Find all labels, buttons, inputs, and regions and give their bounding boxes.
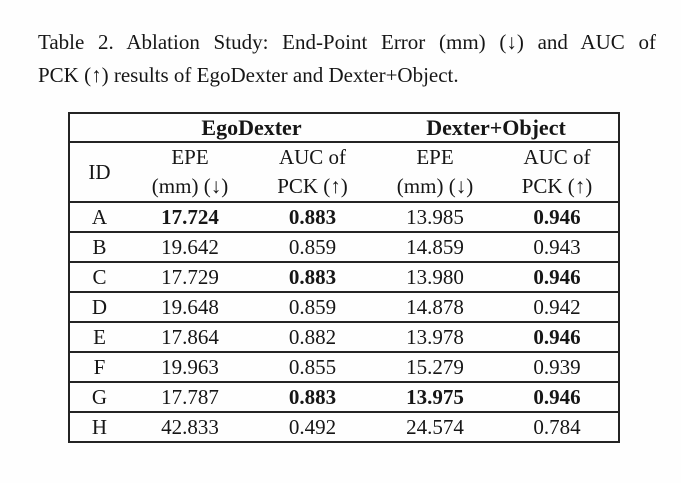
group-header-row: EgoDexter Dexter+Object [69,113,620,143]
cell-dexterobject-auc: 0.946 [496,382,620,413]
cell-dexterobject-epe: 13.975 [374,382,496,413]
table-row: C 17.729 0.883 13.980 0.946 [69,262,620,293]
cell-dexterobject-auc: 0.784 [533,414,581,439]
cell-egodexter-auc: 0.883 [251,382,374,413]
subheader-egodexter-epe: EPE (mm) (↓) [129,142,251,203]
subheader-line: (mm) (↓) [151,174,229,198]
table-row: B 19.642 0.859 14.859 0.943 [69,232,620,263]
subheader-line: PCK (↑) [521,174,593,198]
row-id: G [69,382,129,413]
table-row: A 17.724 0.883 13.985 0.946 [69,202,620,233]
ablation-results-table: EgoDexter Dexter+Object ID EPE (mm) (↓) … [68,112,621,443]
cell-dexterobject-epe: 13.978 [374,322,496,353]
cell-dexterobject-epe: 24.574 [406,414,464,439]
cell-dexterobject-epe: 13.985 [374,202,496,233]
cell-egodexter-epe: 17.729 [129,262,251,293]
cell-egodexter-auc: 0.855 [251,352,374,383]
cell-egodexter-auc: 0.859 [251,232,374,263]
table-caption-line2: PCK (↑) results of EgoDexter and Dexter+… [38,63,459,87]
cell-dexterobject-auc: 0.943 [496,232,620,263]
row-id: B [69,232,129,263]
subheader-line: AUC of [278,145,347,169]
cell-egodexter-epe: 19.642 [129,232,251,263]
group-header-egodexter: EgoDexter [129,113,374,143]
cell-dexterobject-epe: 13.980 [374,262,496,293]
row-id: H [91,414,108,439]
cell-egodexter-epe: 19.963 [129,352,251,383]
subheader-line: EPE [416,145,454,169]
cell-dexterobject-auc: 0.946 [496,202,620,233]
id-column-header: ID [69,142,129,203]
cell-egodexter-epe: 17.787 [129,382,251,413]
subheader-dexterobject-epe: EPE (mm) (↓) [374,142,496,203]
subheader-line: AUC of [523,145,591,169]
row-id: A [69,202,129,233]
cell-egodexter-auc: 0.859 [251,292,374,323]
table-row: E 17.864 0.882 13.978 0.946 [69,322,620,353]
cell-dexterobject-auc: 0.942 [496,292,620,323]
table-row: F 19.963 0.855 15.279 0.939 [69,352,620,383]
row-id: E [69,322,129,353]
table-row: G 17.787 0.883 13.975 0.946 [69,382,620,413]
cell-egodexter-auc: 0.883 [251,202,374,233]
subheader-row: ID EPE (mm) (↓) AUC of PCK (↑) EPE (mm) … [69,142,620,203]
row-id: D [69,292,129,323]
subheader-line: (mm) (↓) [396,174,474,198]
group-header-dexterobject: Dexter+Object [374,113,620,143]
cell-dexterobject-epe: 15.279 [374,352,496,383]
cell-egodexter-auc: 0.492 [288,414,337,439]
cell-dexterobject-auc: 0.946 [496,262,620,293]
table-caption-line1: Table 2. Ablation Study: End-Point Error… [38,30,656,54]
subheader-line: EPE [171,145,209,169]
table-row: H 42.833 0.492 24.574 0.784 [69,412,619,442]
cell-dexterobject-auc: 0.939 [496,352,620,383]
subheader-line: PCK (↑) [277,174,348,198]
cell-egodexter-epe: 19.648 [129,292,251,323]
subheader-egodexter-auc: AUC of PCK (↑) [251,142,374,203]
cell-egodexter-epe: 17.724 [129,202,251,233]
row-id: C [69,262,129,293]
table-row: D 19.648 0.859 14.878 0.942 [69,292,620,323]
table-caption: Table 2. Ablation Study: End-Point Error… [38,26,656,92]
row-id: F [69,352,129,383]
cell-egodexter-auc: 0.882 [251,322,374,353]
cell-dexterobject-auc: 0.946 [496,322,620,353]
cell-dexterobject-epe: 14.859 [374,232,496,263]
cell-egodexter-auc: 0.883 [251,262,374,293]
cell-egodexter-epe: 17.864 [129,322,251,353]
subheader-dexterobject-auc: AUC of PCK (↑) [496,142,620,203]
cell-dexterobject-epe: 14.878 [374,292,496,323]
corner-cell [69,113,129,143]
cell-egodexter-epe: 42.833 [161,414,219,439]
